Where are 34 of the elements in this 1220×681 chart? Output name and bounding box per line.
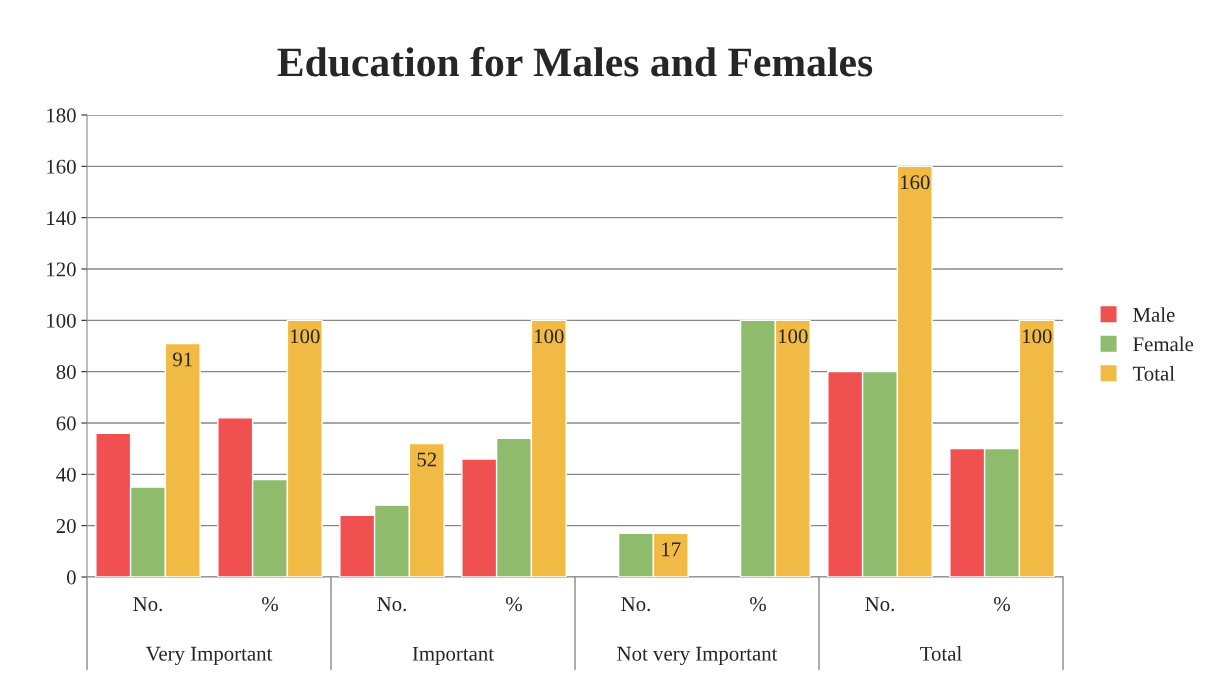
data-label: 100: [1022, 329, 1052, 344]
data-label: 100: [778, 329, 808, 344]
y-tick-label: 20: [56, 519, 76, 534]
y-tick-label: 140: [47, 211, 76, 226]
y-tick-label: 40: [56, 467, 76, 482]
x-tick-label: No.: [621, 597, 650, 612]
x-tick-label: %: [994, 597, 1010, 612]
data-label: 100: [534, 329, 564, 344]
x-tick-label: %: [506, 597, 522, 612]
legend-label: Female: [1133, 336, 1194, 352]
text: Important: [412, 646, 494, 665]
legend-label: Total: [1132, 366, 1175, 381]
x-tick-label: No.: [865, 597, 894, 612]
data-label: 52: [417, 452, 437, 467]
y-tick-label: 100: [47, 313, 76, 328]
data-label: 17: [662, 542, 681, 557]
y-tick-label: 160: [47, 159, 76, 174]
y-tick-label: 0: [66, 570, 76, 585]
y-tick-label: 80: [56, 365, 76, 380]
chart-title: Education for Males and Females: [277, 46, 873, 77]
x-tick-label: No.: [377, 597, 406, 612]
text: Total: [920, 646, 962, 661]
data-label: 91: [173, 352, 192, 367]
y-tick-label: 120: [47, 262, 76, 277]
legend-label: Male: [1133, 307, 1175, 322]
text: Very Important: [145, 646, 273, 665]
x-tick-label: %: [750, 597, 766, 612]
data-label: 160: [900, 175, 930, 190]
x-tick-label: %: [262, 597, 278, 612]
y-tick-label: 180: [47, 108, 76, 123]
text: Not very Important: [617, 646, 778, 665]
data-label: 100: [290, 329, 320, 344]
x-tick-label: No.: [133, 597, 162, 612]
y-tick-label: 60: [56, 416, 76, 431]
